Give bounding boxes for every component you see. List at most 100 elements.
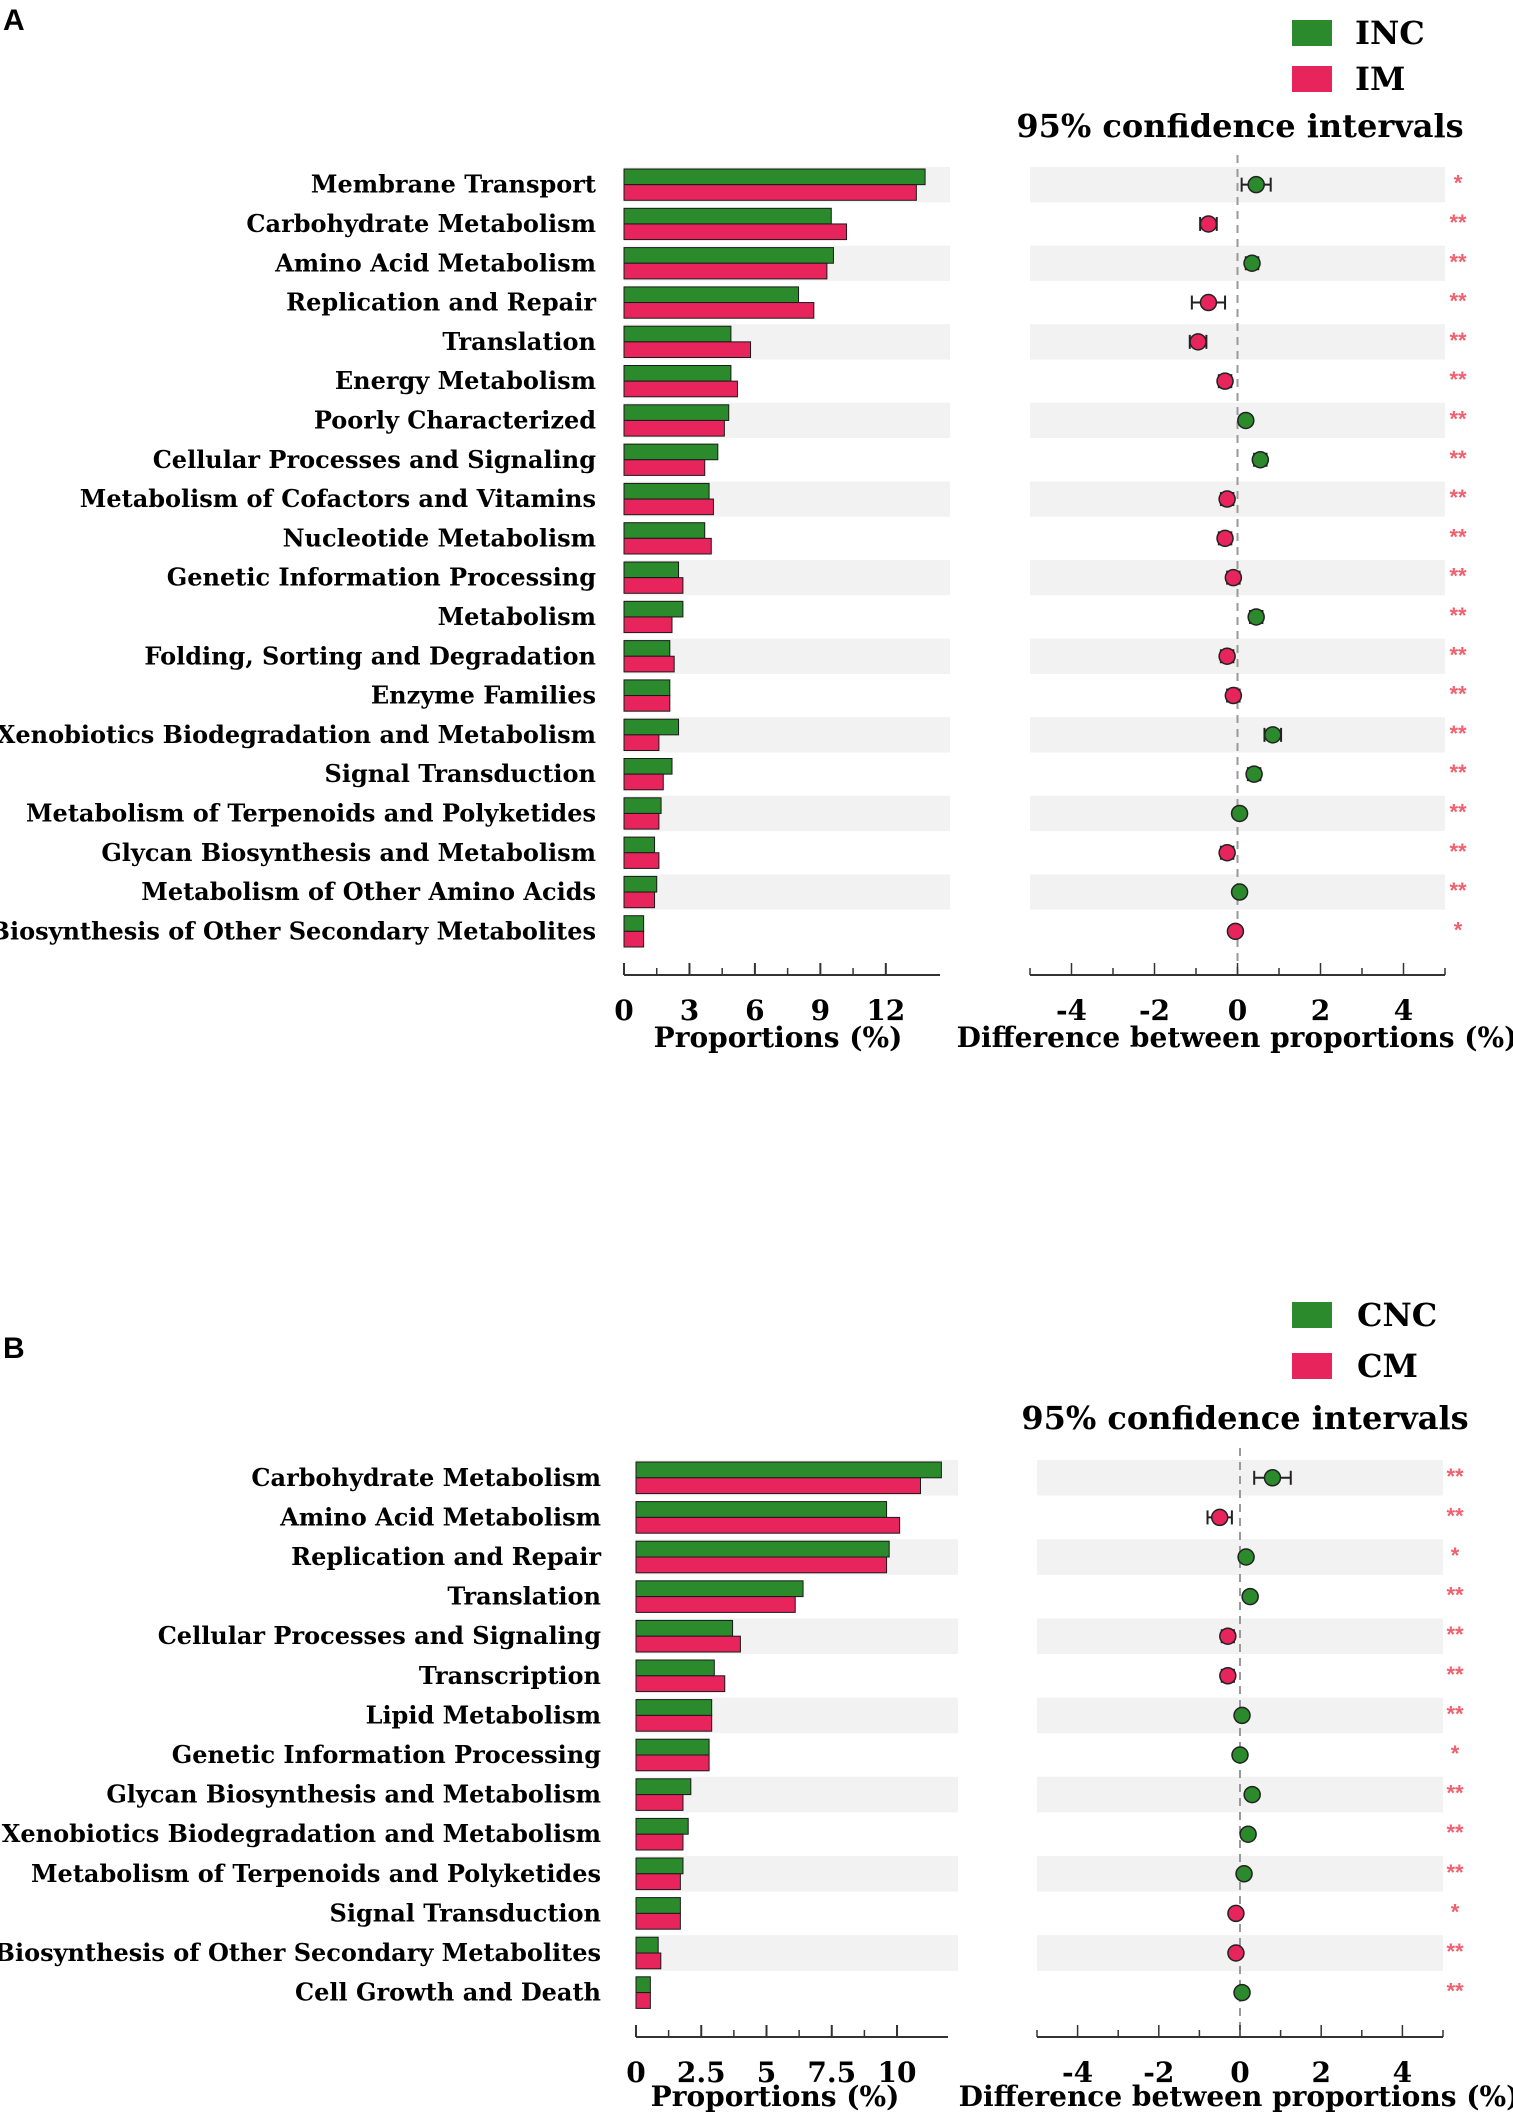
legend-label-cnc: CNC — [1357, 1296, 1437, 1334]
significance-marker: ** — [1449, 446, 1467, 471]
bar-axis-tick-label: 10 — [878, 2056, 917, 2089]
bar-inc — [623, 168, 926, 186]
category-label: Glycan Biosynthesis and Metabolism — [106, 1780, 601, 1809]
ci-title: 95% confidence intervals — [1016, 107, 1463, 145]
bar-inc — [623, 679, 671, 697]
ci-title: 95% confidence intervals — [1021, 1399, 1468, 1437]
significance-marker: * — [1451, 1741, 1460, 1766]
bar-cnc — [635, 1540, 890, 1558]
bar-inc — [623, 247, 834, 264]
panel-label: A — [3, 4, 25, 37]
difference-point — [1230, 883, 1249, 901]
significance-marker: ** — [1449, 485, 1467, 510]
significance-marker: ** — [1449, 799, 1467, 824]
bar-inc — [623, 561, 680, 579]
bar-im — [623, 616, 673, 634]
difference-point — [1237, 1548, 1255, 1566]
bar-cm — [635, 1754, 710, 1772]
bar-im — [623, 812, 660, 830]
significance-marker: ** — [1446, 1781, 1464, 1806]
bar-cm — [635, 1477, 922, 1495]
difference-point — [1199, 293, 1218, 312]
diff-axis-tick-label: -4 — [1056, 994, 1087, 1027]
significance-marker: ** — [1446, 1464, 1464, 1489]
difference-point — [1243, 254, 1261, 272]
diff-axis-tick-label: -2 — [1139, 994, 1170, 1027]
bar-inc — [623, 718, 680, 736]
bar-cnc — [635, 1976, 651, 1994]
bar-cnc — [635, 1501, 888, 1518]
significance-marker: ** — [1449, 289, 1467, 314]
diff-axis-tick-label: 2 — [1311, 994, 1330, 1027]
bar-im — [623, 734, 660, 751]
bar-cnc — [635, 1738, 710, 1756]
category-label: Cellular Processes and Signaling — [158, 1621, 602, 1650]
bar-row-stripe — [624, 874, 950, 910]
difference-point — [1227, 1904, 1245, 1923]
bar-im — [623, 655, 675, 673]
difference-point — [1263, 1469, 1282, 1487]
bar-im — [623, 537, 712, 555]
significance-marker: ** — [1449, 249, 1467, 274]
significance-marker: ** — [1446, 1622, 1464, 1647]
significance-marker: ** — [1449, 210, 1467, 235]
category-label: Lipid Metabolism — [366, 1700, 601, 1729]
category-label: Signal Transduction — [330, 1898, 601, 1927]
difference-point — [1216, 529, 1234, 548]
category-label: Genetic Information Processing — [167, 563, 596, 592]
difference-point — [1239, 1825, 1257, 1843]
difference-point — [1230, 804, 1249, 823]
significance-marker: * — [1451, 1543, 1460, 1568]
bar-axis-tick-label: 7.5 — [807, 2056, 856, 2089]
diff-axis-tick-label: 2 — [1311, 2056, 1330, 2089]
category-label: Replication and Repair — [291, 1542, 601, 1571]
bar-cnc — [635, 1580, 804, 1598]
significance-marker: ** — [1449, 328, 1467, 353]
significance-marker: ** — [1446, 1503, 1464, 1528]
significance-marker: ** — [1449, 642, 1467, 667]
difference-point — [1241, 1587, 1259, 1606]
difference-point — [1243, 1785, 1261, 1804]
bar-axis-tick-label: 6 — [745, 994, 764, 1027]
bar-cm — [635, 1556, 888, 1574]
bar-im — [623, 223, 848, 241]
bar-axis-tick-label: 5 — [757, 2056, 776, 2089]
diff-row-stripe — [1030, 245, 1445, 281]
difference-point — [1189, 333, 1207, 351]
bar-im — [623, 852, 660, 869]
category-label: Translation — [442, 327, 596, 356]
difference-point — [1247, 608, 1265, 626]
panel-label: B — [3, 1332, 25, 1365]
category-label: Poorly Characterized — [314, 405, 596, 434]
diff-axis-tick-label: 0 — [1228, 994, 1247, 1027]
bar-im — [623, 380, 738, 398]
difference-point — [1247, 175, 1265, 194]
category-label: Glycan Biosynthesis and Metabolism — [101, 838, 596, 867]
significance-marker: * — [1454, 171, 1463, 196]
category-label: Cell Growth and Death — [295, 1978, 601, 2007]
bar-axis-tick-label: 3 — [680, 994, 699, 1027]
diff-axis-tick-label: 4 — [1393, 2056, 1412, 2089]
significance-marker: ** — [1449, 682, 1467, 707]
diff-axis-title: Difference between proportions (%) — [959, 2080, 1513, 2113]
difference-point — [1216, 372, 1234, 390]
significance-marker: ** — [1449, 721, 1467, 746]
difference-point — [1245, 765, 1263, 783]
significance-marker: ** — [1449, 760, 1467, 785]
category-label: Amino Acid Metabolism — [279, 1502, 601, 1531]
difference-point — [1231, 1746, 1249, 1764]
significance-marker: * — [1454, 917, 1463, 942]
bar-inc — [623, 915, 645, 932]
bar-im — [623, 773, 664, 791]
bar-axis-tick-label: 0 — [626, 2056, 645, 2089]
category-label: Metabolism of Terpenoids and Polyketides — [26, 798, 596, 827]
bar-im — [623, 891, 656, 909]
bar-cm — [635, 1794, 684, 1811]
category-label: Biosynthesis of Other Secondary Metaboli… — [0, 1938, 601, 1967]
legend-label-inc: INC — [1355, 14, 1425, 52]
significance-marker: ** — [1446, 1583, 1464, 1608]
bar-cnc — [635, 1778, 692, 1796]
bar-cm — [635, 1714, 713, 1732]
significance-marker: ** — [1446, 1939, 1464, 1964]
